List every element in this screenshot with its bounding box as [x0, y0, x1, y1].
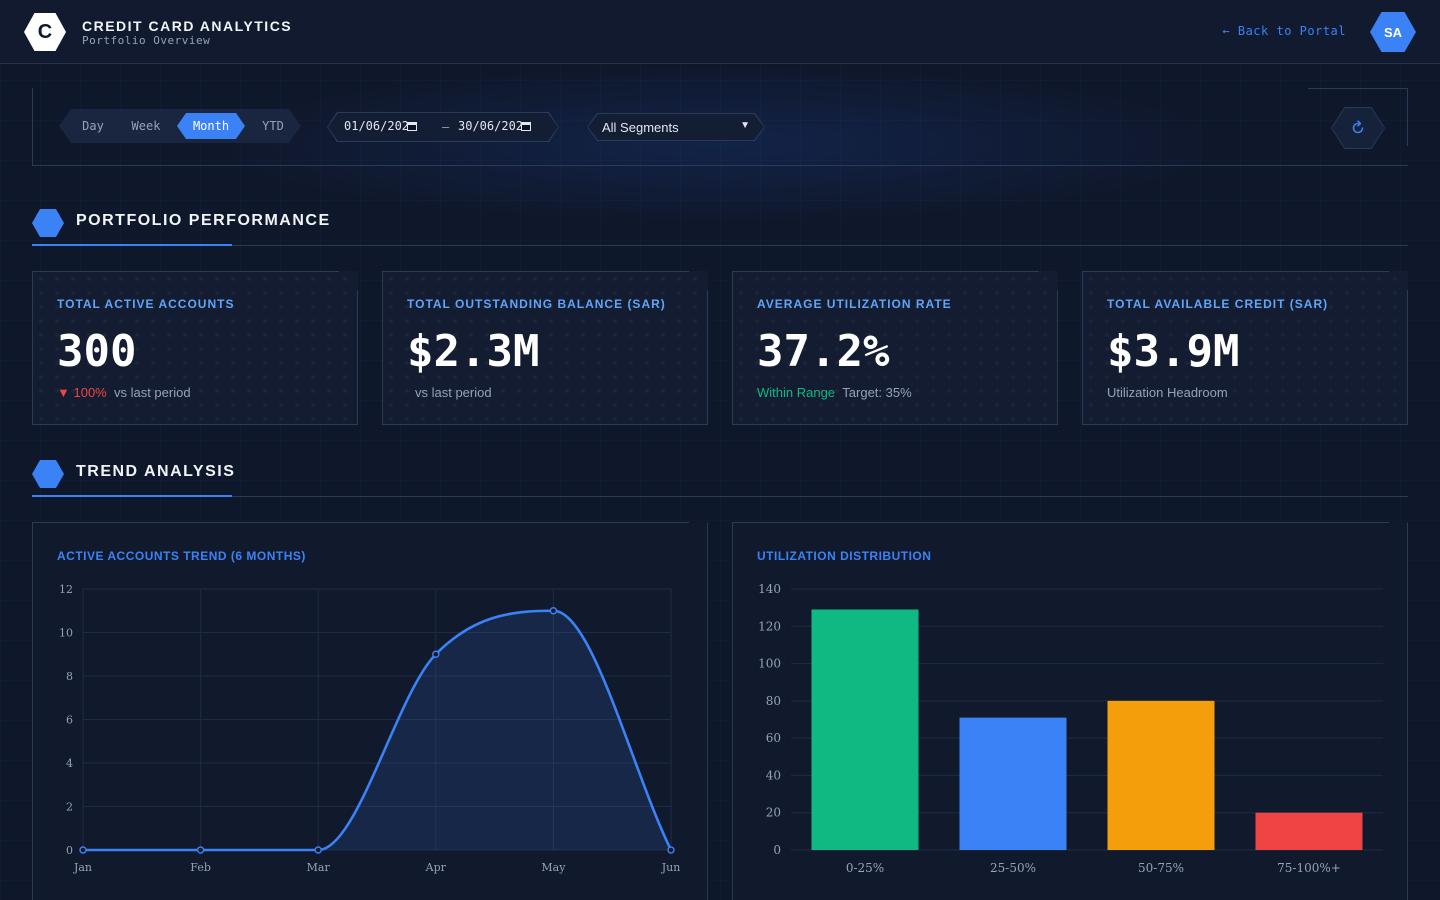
data-point: [314, 846, 322, 854]
data-point: [196, 846, 205, 854]
app-title: CREDIT CARD ANALYTICS: [82, 18, 293, 34]
y-tick-label: 60: [766, 731, 781, 745]
section-title: PORTFOLIO PERFORMANCE: [76, 212, 331, 229]
kpi-card-utilization-rate: AVERAGE UTILIZATION RATE 37.2% Within Ra…: [732, 271, 1058, 425]
kpi-label: TOTAL AVAILABLE CREDIT (SAR): [1107, 297, 1329, 311]
date-from-value: 01/06/202: [344, 119, 410, 133]
kpi-status: Within Range: [757, 385, 836, 400]
kpi-delta: ▼ 100%: [57, 385, 107, 400]
logo-icon: C: [24, 13, 66, 51]
active-accounts-trend-chart: 0 2 4 6 8 10 12 Jan Feb Mar Apr May Jun: [59, 583, 681, 874]
bar: [811, 609, 919, 850]
y-tick-label: 4: [66, 757, 73, 770]
y-tick-label: 8: [66, 670, 73, 683]
segment-select[interactable]: All Segments ▼: [587, 113, 765, 141]
chevron-down-icon: ▼: [740, 120, 750, 131]
y-tick-label: 2: [66, 801, 73, 814]
date-range: 01/06/202 – 30/06/202: [327, 112, 559, 142]
kpi-subtext: Within Range Target: 35%: [757, 385, 912, 400]
utilization-distribution-panel: UTILIZATION DISTRIBUTION 0 20 40 60 80 100 120…: [732, 522, 1408, 900]
bar: [1255, 812, 1363, 850]
user-avatar[interactable]: SA: [1370, 12, 1416, 52]
data-point: [79, 846, 87, 854]
area-fill: [83, 610, 671, 850]
x-tick-label: Mar: [307, 861, 331, 874]
x-tick-label: 75-100%+: [1277, 861, 1341, 875]
y-tick-label: 6: [66, 714, 73, 727]
calendar-icon[interactable]: [407, 122, 417, 131]
data-point: [549, 607, 558, 615]
kpi-value: 300: [57, 326, 137, 377]
kpi-card-outstanding-balance: TOTAL OUTSTANDING BALANCE (SAR) $2.3M vs…: [382, 271, 708, 425]
chart-title: ACTIVE ACCOUNTS TREND (6 MONTHS): [57, 549, 306, 563]
period-day[interactable]: Day: [82, 119, 104, 133]
kpi-subtext: ▼ 100% vs last period: [57, 385, 191, 400]
section-title: TREND ANALYSIS: [76, 463, 236, 480]
kpi-card-available-credit: TOTAL AVAILABLE CREDIT (SAR) $3.9M Utili…: [1082, 271, 1408, 425]
calendar-icon[interactable]: [521, 122, 531, 131]
y-tick-label: 140: [758, 582, 781, 596]
x-tick-label: 0-25%: [846, 861, 884, 875]
date-from-input[interactable]: 01/06/202: [344, 119, 417, 133]
y-tick-label: 40: [766, 768, 781, 782]
back-to-portal-link[interactable]: ← Back to Portal: [1222, 24, 1346, 38]
bar: [1107, 700, 1215, 850]
data-point: [667, 846, 675, 854]
y-tick-label: 10: [59, 627, 73, 640]
kpi-value: 37.2%: [757, 326, 890, 377]
kpi-label: TOTAL ACTIVE ACCOUNTS: [57, 297, 235, 311]
kpi-note: Utilization Headroom: [1107, 385, 1228, 400]
x-tick-label: 50-75%: [1138, 861, 1184, 875]
kpi-note: Target: 35%: [842, 385, 912, 400]
bar: [959, 717, 1067, 850]
refresh-icon: [1352, 120, 1364, 134]
date-to-value: 30/06/202: [458, 119, 524, 133]
y-tick-label: 20: [766, 806, 781, 820]
hexagon-icon: [32, 460, 64, 488]
utilization-distribution-chart: 0 20 40 60 80 100 120 140 0-25% 25-50% 50-75% 75-10…: [758, 582, 1383, 875]
period-month[interactable]: Month: [177, 113, 245, 139]
kpi-note: vs last period: [113, 385, 191, 400]
portfolio-performance-section: PORTFOLIO PERFORMANCE: [32, 198, 1408, 246]
x-tick-label: May: [541, 861, 566, 874]
y-tick-label: 120: [758, 619, 781, 633]
y-tick-label: 12: [59, 583, 73, 596]
x-tick-label: Jan: [73, 861, 92, 874]
x-tick-label: 25-50%: [990, 861, 1036, 875]
refresh-button[interactable]: [1331, 107, 1385, 149]
app-subtitle: Portfolio Overview: [82, 34, 211, 47]
period-ytd[interactable]: YTD: [262, 119, 284, 133]
y-tick-label: 0: [773, 843, 781, 857]
data-point: [432, 650, 440, 658]
segment-select-value: All Segments: [602, 120, 679, 135]
hexagon-icon: [32, 209, 64, 237]
filter-bar: Day Week Month YTD 01/06/202 – 30/06/202…: [32, 88, 1408, 166]
y-tick-label: 100: [758, 657, 781, 671]
kpi-value: $2.3M: [407, 326, 540, 377]
kpi-label: AVERAGE UTILIZATION RATE: [757, 297, 952, 311]
y-tick-label: 80: [766, 694, 781, 708]
kpi-label: TOTAL OUTSTANDING BALANCE (SAR): [407, 297, 666, 311]
kpi-value: $3.9M: [1107, 326, 1240, 377]
active-accounts-trend-panel: ACTIVE ACCOUNTS TREND (6 MONTHS) 0 2 4 6 8 10…: [32, 522, 708, 900]
kpi-note: vs last period: [415, 385, 492, 400]
trend-analysis-section: TREND ANALYSIS: [32, 449, 1408, 497]
date-to-input[interactable]: 30/06/202: [458, 119, 531, 133]
date-separator: –: [442, 120, 450, 134]
chart-title: UTILIZATION DISTRIBUTION: [757, 549, 932, 563]
x-tick-label: Apr: [425, 861, 447, 874]
x-tick-label: Jun: [661, 861, 681, 874]
period-week[interactable]: Week: [131, 119, 161, 133]
kpi-card-active-accounts: TOTAL ACTIVE ACCOUNTS 300 ▼ 100% vs last…: [32, 271, 358, 425]
app-header: C CREDIT CARD ANALYTICS Portfolio Overvi…: [0, 0, 1440, 64]
x-tick-label: Feb: [190, 861, 211, 874]
period-selector: Day Week Month YTD: [59, 109, 301, 143]
y-tick-label: 0: [66, 844, 73, 857]
